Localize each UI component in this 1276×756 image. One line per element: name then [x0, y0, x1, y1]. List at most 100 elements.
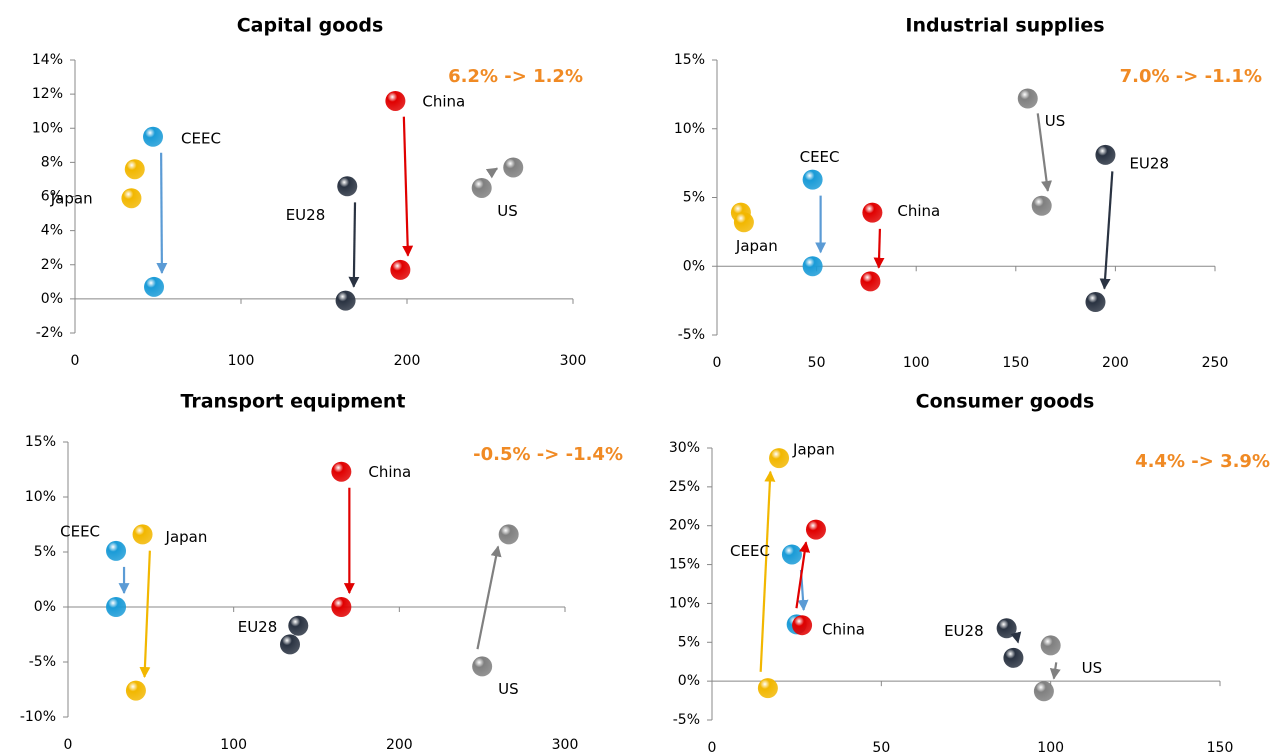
y-tick-label: 10%	[669, 595, 700, 611]
point	[337, 176, 358, 197]
point	[125, 680, 146, 701]
y-tick-label: 20%	[669, 518, 700, 534]
y-tick-label: 10%	[32, 120, 63, 136]
series-label: China	[422, 92, 465, 110]
point	[802, 169, 823, 190]
series-label: EU28	[238, 618, 278, 636]
x-tick-label: 0	[64, 737, 73, 753]
arrow	[795, 541, 811, 609]
annotation: 6.2% -> 1.2%	[448, 66, 583, 87]
y-tick-label: 10%	[674, 121, 705, 137]
annotation: 7.0% -> -1.1%	[1120, 66, 1262, 87]
point	[1033, 681, 1054, 702]
x-tick-label: 200	[394, 353, 421, 369]
x-tick-label: 150	[1207, 740, 1234, 756]
y-tick-label: -5%	[678, 327, 705, 343]
y-tick-label: -5%	[673, 712, 700, 728]
y-tick-label: 6%	[41, 189, 63, 205]
y-tick-label: 10%	[25, 489, 56, 505]
y-tick-label: 2%	[41, 257, 63, 273]
point	[1017, 88, 1038, 109]
x-tick-label: 200	[1102, 355, 1129, 371]
series-label: EU28	[944, 622, 984, 640]
x-tick-label: 0	[71, 353, 80, 369]
point	[757, 678, 778, 699]
point	[288, 615, 309, 636]
y-tick-label: 5%	[34, 544, 56, 560]
x-tick-label: 0	[713, 355, 722, 371]
point	[1095, 144, 1116, 165]
arrow	[1036, 113, 1053, 192]
point	[472, 656, 493, 677]
x-tick-label: 250	[1202, 355, 1229, 371]
x-tick-label: 300	[552, 737, 579, 753]
series-label: CEEC	[800, 148, 840, 166]
point	[279, 634, 300, 655]
series-label: Japan	[792, 441, 835, 459]
point	[121, 188, 142, 209]
y-tick-label: 4%	[41, 223, 63, 239]
point	[862, 202, 883, 223]
point	[471, 177, 492, 198]
series-label: US	[1045, 112, 1066, 130]
point	[1040, 635, 1061, 656]
arrow	[402, 116, 414, 257]
point	[498, 524, 519, 545]
x-tick-label: 50	[872, 740, 890, 756]
series-label: Japan	[165, 528, 208, 546]
y-tick-label: 0%	[678, 673, 700, 689]
y-tick-label: 0%	[34, 599, 56, 615]
arrow	[1049, 662, 1061, 680]
x-tick-label: 200	[386, 737, 413, 753]
point	[792, 615, 813, 636]
point	[996, 618, 1017, 639]
y-tick-label: -2%	[36, 325, 63, 341]
arrow	[485, 167, 499, 179]
x-tick-label: 150	[1002, 355, 1029, 371]
x-tick-label: 50	[808, 355, 826, 371]
series-label: CEEC	[60, 522, 100, 540]
y-tick-label: 0%	[683, 258, 705, 274]
point	[733, 212, 754, 233]
series-label: US	[497, 202, 518, 220]
chart-title: Capital goods	[237, 15, 384, 37]
series-label: Japan	[50, 190, 93, 208]
point	[781, 544, 802, 565]
point	[1003, 647, 1024, 668]
series-label: US	[498, 680, 519, 698]
point	[335, 290, 356, 311]
x-tick-label: 100	[903, 355, 930, 371]
y-tick-label: 5%	[683, 190, 705, 206]
point	[802, 256, 823, 277]
point	[143, 126, 164, 147]
x-tick-label: 0	[708, 740, 717, 756]
point	[1085, 292, 1106, 312]
y-tick-label: -10%	[20, 709, 56, 725]
y-tick-label: 5%	[678, 634, 700, 650]
y-tick-label: 15%	[25, 434, 56, 450]
y-tick-label: 15%	[674, 52, 705, 68]
point	[144, 276, 165, 297]
arrow	[873, 228, 885, 269]
x-tick-label: 100	[228, 353, 255, 369]
y-tick-label: 25%	[669, 479, 700, 495]
arrow	[156, 152, 168, 274]
series-label: EU28	[1129, 154, 1169, 172]
y-tick-label: -5%	[29, 654, 56, 670]
x-tick-label: 100	[220, 737, 247, 753]
point	[106, 540, 127, 561]
series-label: US	[1082, 659, 1103, 677]
point	[331, 597, 352, 617]
point	[860, 271, 881, 292]
annotation: -0.5% -> -1.4%	[473, 444, 623, 465]
point	[805, 519, 826, 540]
point	[124, 159, 145, 180]
chart-title: Industrial supplies	[905, 15, 1104, 37]
y-tick-label: 30%	[669, 440, 700, 456]
point	[106, 597, 127, 617]
point	[390, 259, 411, 280]
arrow	[759, 470, 776, 672]
series-label: China	[822, 621, 865, 639]
point	[503, 157, 524, 178]
